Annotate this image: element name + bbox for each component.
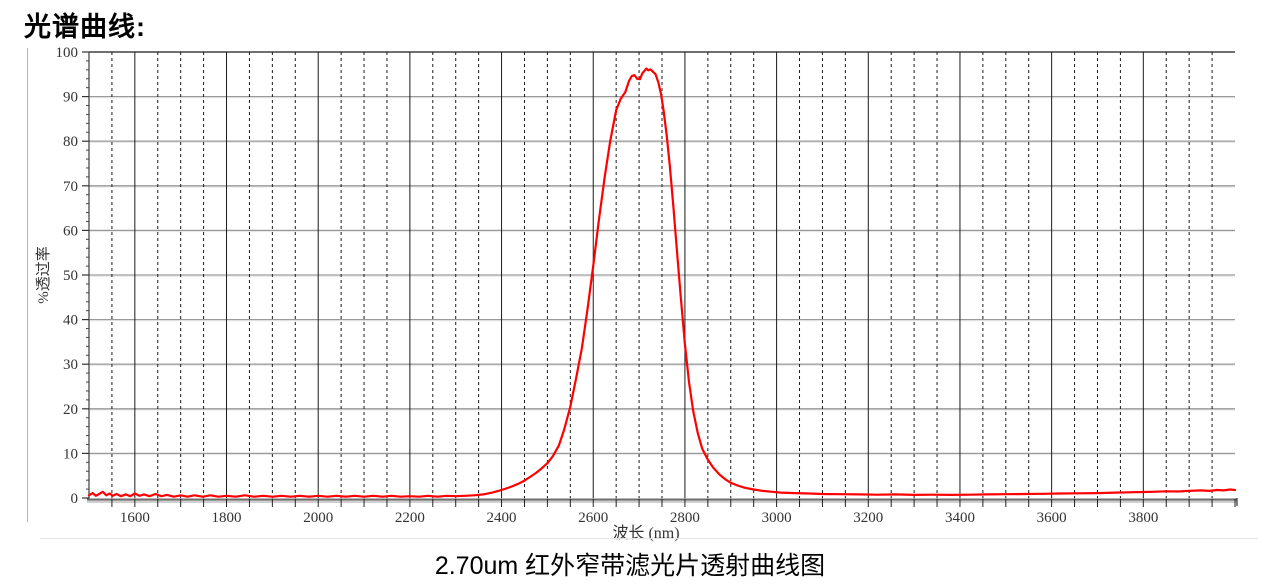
x-tick-label: 3200 <box>853 510 883 526</box>
x-tick-label: 3800 <box>1128 510 1158 526</box>
x-tick-label: 2600 <box>578 510 608 526</box>
x-tick-label: 2800 <box>670 510 700 526</box>
page-title: 光谱曲线: <box>24 12 146 42</box>
y-tick-label: 90 <box>63 90 78 106</box>
x-tick-label: 2000 <box>303 510 333 526</box>
y-tick-label: 100 <box>56 45 79 61</box>
transmittance-curve <box>87 67 1237 498</box>
left-page-rule <box>27 48 28 522</box>
y-tick-label: 80 <box>63 134 78 150</box>
chart-caption: 2.70um 红外窄带滤光片透射曲线图 <box>434 552 826 580</box>
x-tick-label: 2200 <box>395 510 425 526</box>
x-tick-label: 3600 <box>1037 510 1067 526</box>
x-tick-label: 2400 <box>487 510 517 526</box>
x-tick-label: 1600 <box>120 510 150 526</box>
x-tick-label: 3000 <box>762 510 792 526</box>
x-tick-label: 1800 <box>212 510 242 526</box>
y-tick-label: 20 <box>63 402 78 418</box>
scan-artifact-line <box>40 538 1258 539</box>
x-tick-label: 3400 <box>945 510 975 526</box>
y-tick-label: 40 <box>63 313 78 329</box>
y-tick-label: 10 <box>63 446 78 462</box>
x-axis-title: 波长 (nm) <box>612 524 679 542</box>
y-tick-label: 50 <box>63 268 78 284</box>
y-axis-title: %透过率 <box>35 246 52 304</box>
y-tick-label: 30 <box>63 357 78 373</box>
y-tick-label: 0 <box>71 491 79 507</box>
y-tick-label: 70 <box>63 179 78 195</box>
y-tick-label: 60 <box>63 223 78 239</box>
